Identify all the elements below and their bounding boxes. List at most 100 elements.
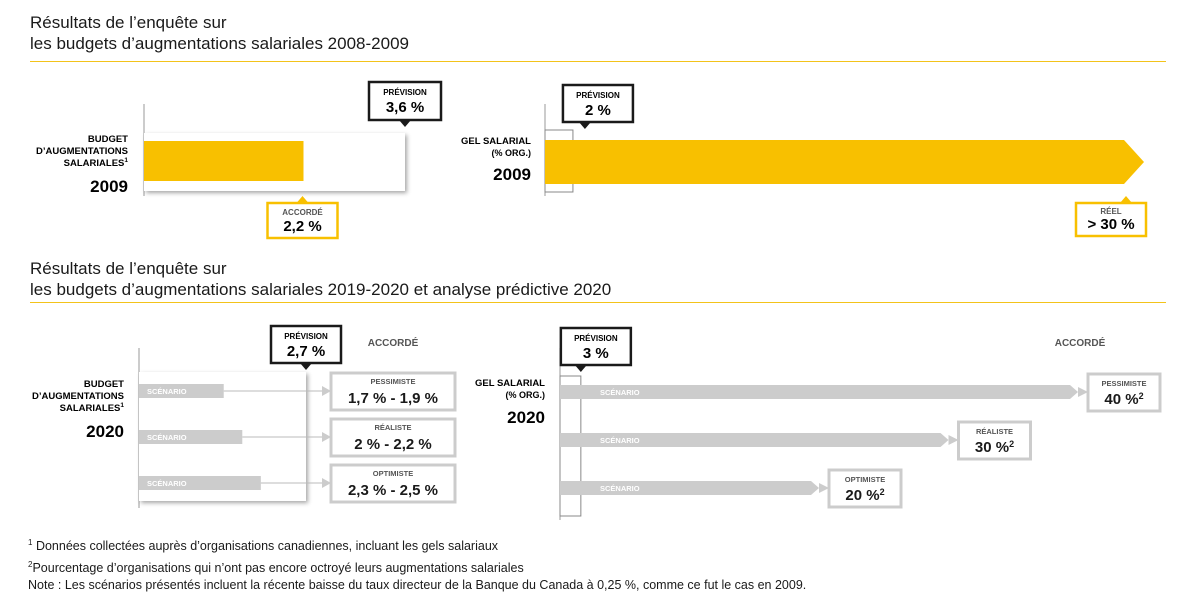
callout-reel-box — [1074, 201, 1148, 238]
callout-prevision-box — [559, 326, 633, 367]
accorde-heading: ACCORDÉ — [368, 336, 419, 349]
scenario-value-sup: 2 — [1139, 391, 1144, 401]
chart-budget-2020: BUDGET D’AUGMENTATIONS SALARIALES1 2020 … — [32, 324, 457, 508]
scenario-arrow — [560, 385, 1078, 399]
scenario-value: 1,7 % - 1,9 % — [348, 390, 438, 407]
scenario-bar — [139, 476, 261, 490]
scenario-value-box — [329, 417, 457, 458]
scenario-value-box — [827, 468, 903, 509]
budget-label-line3-text: SALARIALES — [64, 158, 125, 169]
footnote-1-marker: 1 — [28, 538, 33, 547]
scenario-arrow — [560, 481, 819, 495]
callout-accorde-box — [266, 201, 339, 240]
scenario-name: RÉALISTE — [976, 427, 1013, 436]
scenario-rows: SCÉNARIO PESSIMISTE 40 %2 SCÉNARIO RÉALISTE 3… — [560, 372, 1162, 509]
scenario-name: OPTIMISTE — [845, 475, 885, 484]
callout-reel-value: > 30 % — [1087, 216, 1134, 233]
budget-label-sup: 1 — [120, 402, 124, 409]
callout-prevision-box — [561, 83, 635, 124]
callout-prevision-value: 2,7 % — [287, 343, 325, 360]
section-2020-title-line1: Résultats de l’enquête sur — [30, 259, 227, 278]
callout-accorde-title: ACCORDÉ — [282, 208, 323, 217]
scenario-row-2: SCÉNARIO OPTIMISTE 20 %2 — [560, 468, 903, 509]
budget-year-label: 2020 — [86, 422, 124, 441]
section-2009-title: Résultats de l’enquête sur les budgets d… — [30, 12, 409, 54]
callout-prevision-value: 3,6 % — [386, 99, 424, 116]
footnote-2: 2Pourcentage d’organisations qui n’ont p… — [28, 556, 806, 578]
scenario-value-box — [1086, 372, 1162, 413]
callout-accorde-pointer — [296, 196, 309, 203]
scenario-row-1: SCÉNARIO RÉALISTE 2 % - 2,2 % — [139, 417, 457, 458]
footnotes: 1 Données collectées auprès d’organisati… — [28, 534, 806, 595]
freeze-year-label: 2020 — [507, 408, 545, 427]
scenario-value-box — [957, 420, 1032, 461]
section-2020-title-line2: les budgets d’augmentations salariales 2… — [30, 280, 612, 299]
callout-prevision-pointer — [399, 120, 411, 127]
scenario-name: PESSIMISTE — [370, 377, 415, 386]
callout-reel-pointer — [1120, 196, 1132, 203]
scenario-pointer — [322, 432, 331, 442]
footnote-note: Note : Les scénarios présentés incluent … — [28, 578, 807, 593]
chart-freeze-2020: GEL SALARIAL (% ORG.) 2020 PRÉVISION 3 %… — [475, 326, 1162, 520]
scenario-value-number: 40 % — [1104, 391, 1138, 408]
callout-reel: RÉEL > 30 % — [1074, 196, 1148, 238]
chart-budget-2009: BUDGET D’AUGMENTATIONS SALARIALES1 2009 … — [36, 80, 443, 240]
callout-accorde: ACCORDÉ 2,2 % — [266, 196, 339, 240]
scenario-name: PESSIMISTE — [1101, 379, 1146, 388]
scenario-value: 2,3 % - 2,5 % — [348, 482, 438, 499]
footnote-2-marker: 2 — [28, 559, 33, 569]
section-2020-title: Résultats de l’enquête sur les budgets d… — [30, 258, 611, 300]
section-2009-title-line2: les budgets d’augmentations salariales 2… — [30, 34, 409, 53]
callout-prevision-title: PRÉVISION — [576, 91, 620, 100]
callout-prevision-box — [269, 324, 343, 365]
scenario-value-number: 20 % — [845, 487, 879, 504]
budget-label-line1: BUDGET — [84, 379, 124, 390]
scenario-bar-label: SCÉNARIO — [600, 436, 640, 445]
scenario-name: OPTIMISTE — [373, 469, 413, 478]
section-2009-title-line1: Résultats de l’enquête sur — [30, 13, 227, 32]
budget-label-line3: SALARIALES1 — [60, 402, 125, 414]
scenario-row-1: SCÉNARIO RÉALISTE 30 %2 — [560, 420, 1032, 461]
scenario-bar — [139, 384, 224, 398]
budget-label-line2: D’AUGMENTATIONS — [36, 146, 128, 157]
callout-prevision: PRÉVISION 2,7 % — [269, 324, 343, 370]
callout-prevision-title: PRÉVISION — [284, 332, 328, 341]
scenario-bar — [139, 430, 243, 444]
scenario-arrow — [560, 433, 949, 447]
budget-year-label: 2009 — [90, 177, 128, 196]
chart-freeze-2009: GEL SALARIAL (% ORG.) 2009 PRÉVISION 2 %… — [461, 83, 1148, 238]
scenario-bar-label: SCÉNARIO — [147, 433, 187, 442]
freeze-label-line2: (% ORG.) — [492, 148, 532, 158]
budget-label-line2: D’AUGMENTATIONS — [32, 391, 124, 402]
scenario-bar-label: SCÉNARIO — [600, 388, 640, 397]
scenario-bar-label: SCÉNARIO — [600, 484, 640, 493]
section-2009-divider — [30, 61, 1166, 62]
budget-label-line3-text: SALARIALES — [60, 403, 121, 414]
callout-prevision-pointer — [578, 122, 591, 129]
scenario-row-0: SCÉNARIO PESSIMISTE 1,7 % - 1,9 % — [139, 371, 457, 412]
scenario-row-0: SCÉNARIO PESSIMISTE 40 %2 — [560, 372, 1162, 413]
callout-prevision: PRÉVISION 3 % — [559, 326, 633, 372]
callout-prevision: PRÉVISION 2 % — [561, 83, 635, 129]
budget-label-sup: 1 — [124, 157, 128, 164]
freeze-label-line1: GEL SALARIAL — [461, 136, 531, 147]
callout-prevision: PRÉVISION 3,6 % — [367, 80, 443, 127]
section-2020-divider — [30, 302, 1166, 303]
scenario-row-2: SCÉNARIO OPTIMISTE 2,3 % - 2,5 % — [139, 463, 457, 504]
freeze-label-line1: GEL SALARIAL — [475, 378, 545, 389]
budget-label-line3: SALARIALES1 — [64, 157, 129, 169]
scenario-value: 30 %2 — [975, 439, 1014, 456]
callout-prevision-title: PRÉVISION — [574, 334, 618, 343]
callout-reel-title: RÉEL — [1100, 207, 1121, 216]
footnote-1: 1 Données collectées auprès d’organisati… — [28, 534, 806, 556]
freeze-year-label: 2009 — [493, 165, 531, 184]
callout-prevision-pointer — [300, 363, 312, 370]
callout-prevision-pointer — [574, 365, 587, 372]
scenario-rows: SCÉNARIO PESSIMISTE 1,7 % - 1,9 % SCÉNARIO R… — [139, 371, 457, 504]
scenario-pointer — [322, 386, 331, 396]
bar-accorde — [144, 141, 304, 181]
scenario-value-box — [329, 463, 457, 504]
callout-prevision-value: 2 % — [585, 102, 611, 119]
scenario-value: 20 %2 — [845, 487, 884, 504]
